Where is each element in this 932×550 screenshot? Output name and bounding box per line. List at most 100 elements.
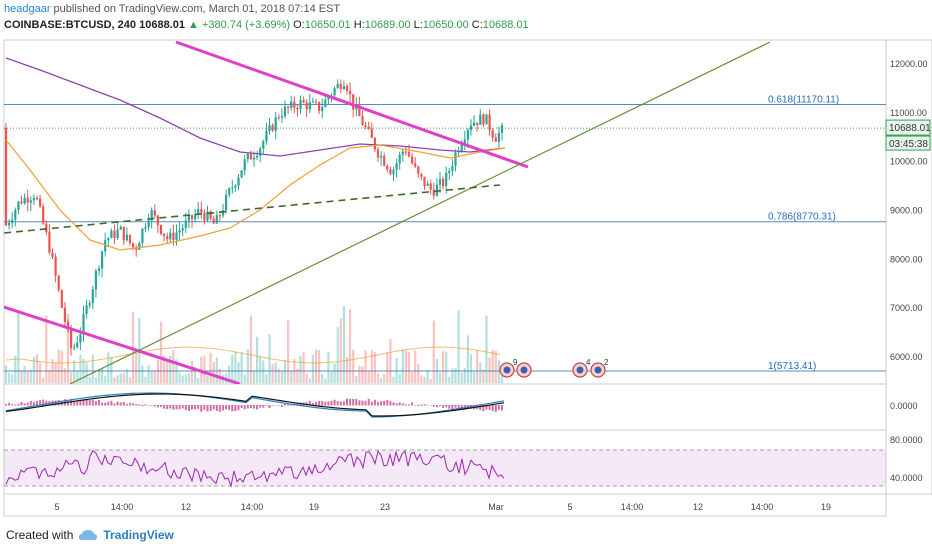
macd-histogram-bar [383, 400, 386, 406]
volume-bar [274, 362, 277, 383]
flag-icon [503, 366, 511, 374]
volume-bar [252, 370, 256, 383]
candle-body [225, 194, 228, 211]
candle-body [35, 197, 39, 199]
macd-histogram-bar [73, 401, 76, 406]
macd-histogram-bar [231, 405, 234, 412]
macd-histogram-bar [321, 401, 324, 406]
volume-bar [60, 350, 63, 383]
macd-histogram-bar [327, 401, 330, 406]
volume-bar [383, 374, 386, 383]
candle-body [392, 169, 395, 175]
candle-body [314, 101, 318, 103]
macd-histogram-bar [144, 404, 147, 406]
macd-histogram-bar [491, 405, 494, 411]
candle-body [184, 220, 187, 229]
time-tick: 19 [309, 502, 319, 512]
volume-bar [88, 376, 91, 383]
main-pane[interactable] [3, 39, 887, 385]
price-tick: 11000.00 [890, 108, 927, 118]
candle-body [268, 125, 271, 132]
candle-body [473, 122, 476, 126]
volume-bar [423, 376, 426, 383]
time-tick: 12 [693, 502, 703, 512]
candle-body [407, 152, 411, 157]
macd-histogram-bar [330, 400, 333, 406]
candle-body [166, 235, 169, 240]
time-tick: 14:00 [111, 502, 134, 512]
volume-bar [395, 357, 398, 383]
candle-body [442, 179, 445, 187]
macd-histogram-bar [287, 404, 290, 406]
volume-bar [107, 352, 110, 383]
author-link[interactable]: headgaar [4, 3, 51, 15]
macd-histogram-bar [259, 405, 262, 408]
volume-bar [339, 318, 342, 383]
volume-bar [318, 349, 321, 383]
macd-histogram-bar [336, 401, 339, 406]
macd-histogram-bar [355, 398, 358, 406]
ascending-support-line [69, 41, 771, 384]
candle-body [228, 188, 231, 195]
macd-histogram-bar [228, 405, 231, 410]
candle-body [345, 86, 349, 91]
candle-body [460, 144, 463, 151]
macd-histogram-bar [243, 405, 246, 410]
volume-bar [445, 351, 448, 383]
macd-histogram-bar [169, 405, 172, 409]
volume-bar [482, 369, 485, 383]
volume-bar [265, 374, 268, 383]
candle-body [293, 101, 296, 108]
macd-histogram-bar [184, 405, 187, 410]
candle-body [14, 210, 17, 220]
tradingview-brand[interactable]: TradingView [103, 528, 174, 542]
volume-bar [349, 309, 352, 383]
tradingview-cloud-icon [79, 530, 98, 540]
volume-bar [172, 350, 175, 383]
price-chart[interactable]: 0.618(11170.11) 0.786(8770.31) 1(5713.41) 9… [0, 0, 932, 525]
candle-body [172, 232, 175, 240]
macd-histogram-bar [39, 400, 42, 406]
candle-body [373, 137, 376, 150]
volume-bar [194, 366, 197, 383]
macd-histogram-bar [5, 403, 7, 406]
macd-histogram-bar [181, 405, 184, 409]
volume-bar [42, 377, 45, 383]
macd-histogram-bar [178, 405, 181, 410]
candle-body [249, 153, 252, 160]
macd-histogram-bar [197, 405, 200, 409]
volume-bar [380, 377, 383, 383]
candle-body [48, 232, 51, 253]
volume-bar [324, 378, 327, 383]
time-axis[interactable] [3, 493, 887, 517]
volume-bar [305, 373, 308, 383]
macd-histogram-bar [76, 400, 79, 406]
volume-bar [141, 365, 144, 383]
macd-histogram-bar [370, 401, 373, 406]
macd-histogram-bar [305, 402, 308, 406]
macd-histogram-bar [333, 399, 336, 406]
volume-bar [454, 368, 457, 383]
volume-bar [404, 350, 407, 383]
volume-bar [122, 373, 125, 383]
candle-body [144, 227, 147, 229]
macd-histogram-bar [349, 398, 352, 406]
macd-histogram-bar [79, 400, 82, 406]
macd-pane[interactable] [3, 383, 887, 431]
candle-body [237, 177, 240, 186]
volume-bar [159, 321, 163, 383]
macd-histogram-bar [352, 398, 355, 406]
candle-body [20, 201, 23, 204]
time-tick: 14:00 [751, 502, 774, 512]
volume-bar [435, 358, 438, 383]
candle-body [463, 139, 466, 145]
macd-histogram-bar [482, 405, 485, 412]
volume-bar [20, 370, 23, 383]
open-value: 10650.01 [304, 19, 351, 31]
candle-body [383, 155, 386, 166]
macd-histogram-bar [203, 405, 206, 410]
candle-body [45, 223, 48, 233]
publish-line: headgaar published on TradingView.com, M… [4, 3, 340, 15]
candle-body [70, 328, 73, 349]
price-axis[interactable] [885, 39, 932, 495]
